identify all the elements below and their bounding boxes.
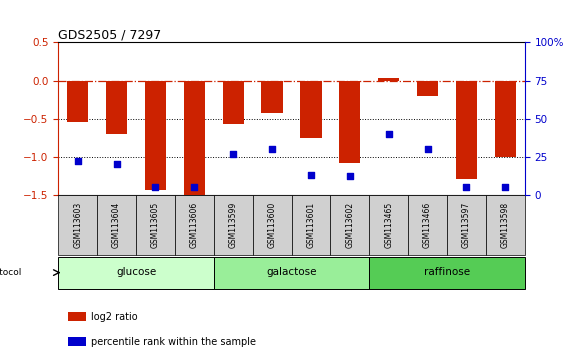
- Point: [151, 184, 160, 190]
- Bar: [67, 81, 89, 122]
- FancyBboxPatch shape: [408, 195, 447, 255]
- FancyBboxPatch shape: [58, 195, 97, 255]
- Bar: [106, 81, 127, 134]
- Point: [306, 172, 315, 178]
- FancyBboxPatch shape: [292, 195, 331, 255]
- Text: galactose: galactose: [266, 267, 317, 277]
- Point: [189, 184, 199, 190]
- Text: glucose: glucose: [116, 267, 156, 277]
- FancyBboxPatch shape: [331, 195, 369, 255]
- Bar: [378, 78, 399, 81]
- Bar: [417, 81, 438, 96]
- Text: GSM113603: GSM113603: [73, 202, 82, 248]
- Text: GDS2505 / 7297: GDS2505 / 7297: [58, 28, 161, 41]
- Point: [462, 184, 471, 190]
- Bar: [456, 81, 477, 179]
- Text: percentile rank within the sample: percentile rank within the sample: [91, 337, 256, 347]
- Text: GSM113598: GSM113598: [501, 202, 510, 248]
- Point: [229, 151, 238, 156]
- FancyBboxPatch shape: [447, 195, 486, 255]
- Point: [345, 173, 354, 179]
- FancyBboxPatch shape: [369, 257, 525, 289]
- Text: growth protocol: growth protocol: [0, 268, 21, 277]
- Text: log2 ratio: log2 ratio: [91, 312, 138, 322]
- Text: GSM113604: GSM113604: [112, 202, 121, 248]
- FancyBboxPatch shape: [175, 195, 214, 255]
- FancyBboxPatch shape: [136, 195, 175, 255]
- Point: [501, 184, 510, 190]
- Text: GSM113599: GSM113599: [229, 202, 238, 248]
- Text: GSM113606: GSM113606: [190, 202, 199, 248]
- Text: GSM113597: GSM113597: [462, 202, 471, 248]
- Text: GSM113602: GSM113602: [345, 202, 354, 248]
- Bar: [223, 81, 244, 124]
- FancyBboxPatch shape: [486, 195, 525, 255]
- FancyBboxPatch shape: [97, 195, 136, 255]
- FancyBboxPatch shape: [58, 257, 214, 289]
- Point: [112, 161, 121, 167]
- Text: raffinose: raffinose: [424, 267, 470, 277]
- Bar: [261, 81, 283, 113]
- FancyBboxPatch shape: [369, 195, 408, 255]
- Text: GSM113466: GSM113466: [423, 202, 432, 248]
- Text: GSM113465: GSM113465: [384, 202, 393, 248]
- Point: [384, 131, 394, 137]
- Bar: [339, 81, 360, 163]
- Text: GSM113600: GSM113600: [268, 202, 276, 248]
- FancyBboxPatch shape: [214, 257, 369, 289]
- Point: [423, 146, 432, 152]
- Bar: [145, 81, 166, 190]
- FancyBboxPatch shape: [214, 195, 252, 255]
- FancyBboxPatch shape: [252, 195, 292, 255]
- Bar: [300, 81, 322, 138]
- Point: [73, 158, 82, 164]
- Bar: [68, 312, 86, 321]
- Text: GSM113601: GSM113601: [307, 202, 315, 248]
- Bar: [494, 81, 516, 156]
- Point: [268, 146, 277, 152]
- Bar: [68, 337, 86, 346]
- Text: GSM113605: GSM113605: [151, 202, 160, 248]
- Bar: [184, 81, 205, 195]
